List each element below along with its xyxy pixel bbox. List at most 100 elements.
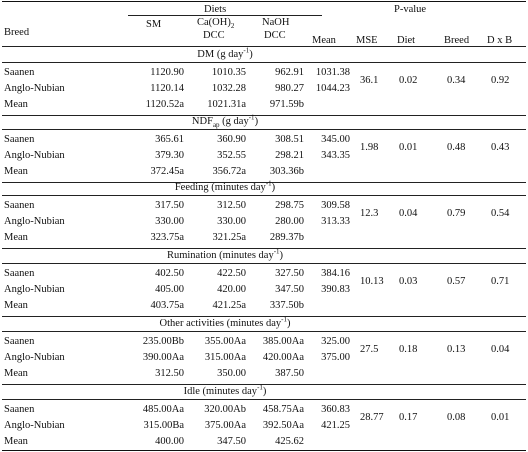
cell-naoh: 962.91 xyxy=(275,67,304,78)
cell-naoh: 280.00 xyxy=(275,216,304,227)
cell-naoh: 385.00Aa xyxy=(262,336,304,347)
section-title-rule xyxy=(2,62,526,63)
stat-mse: 27.5 xyxy=(360,344,379,355)
header-naoh-dcc: DCC xyxy=(264,30,286,41)
stat-mse: 12.3 xyxy=(360,208,379,219)
section-title-sup: -1 xyxy=(248,113,255,122)
cell-sm: 315.00Ba xyxy=(143,420,184,431)
cell-sm: 1120.52a xyxy=(145,99,184,110)
section-bottom-rule xyxy=(2,384,526,385)
section-title: NDFap (g day-1) xyxy=(128,113,322,129)
stat-dxb: 0.54 xyxy=(491,208,510,219)
stat-diet: 0.18 xyxy=(399,344,418,355)
section-title-end: ) xyxy=(262,386,267,397)
stat-dxb: 0.01 xyxy=(491,412,510,423)
header-breed-p: Breed xyxy=(444,35,470,46)
section-title-end: ) xyxy=(271,182,276,193)
header-naoh: NaOH xyxy=(262,17,290,28)
cell-sm: 400.00 xyxy=(155,436,184,447)
cell-mean: 1044.23 xyxy=(315,83,350,94)
section-title-text: Other activities (minutes day xyxy=(159,318,282,329)
section-title-sup: -1 xyxy=(243,46,250,55)
section-title-text: Rumination (minutes day xyxy=(166,250,274,261)
stat-dxb: 0.43 xyxy=(491,142,510,153)
section-title: DM (g day-1) xyxy=(128,46,322,61)
section-bottom-rule xyxy=(2,248,526,249)
cell-mean: 309.58 xyxy=(321,200,350,211)
header-dxb: D x B xyxy=(487,35,513,46)
cell-caoh: 347.50 xyxy=(217,436,246,447)
cell-caoh: 356.72a xyxy=(212,166,246,177)
stat-mse: 36.1 xyxy=(360,75,379,86)
stat-dxb: 0.04 xyxy=(491,344,510,355)
stat-mse: 28.77 xyxy=(360,412,384,423)
stat-breed: 0.48 xyxy=(447,142,466,153)
cell-mean: 343.35 xyxy=(321,150,350,161)
row-label: Anglo-Nubian xyxy=(4,216,65,227)
row-label: Mean xyxy=(4,232,28,243)
cell-sm: 317.50 xyxy=(155,200,184,211)
section-title-rule xyxy=(2,195,526,196)
cell-mean: 325.00 xyxy=(321,336,350,347)
cell-sm: 485.00Aa xyxy=(142,404,184,415)
cell-caoh: 375.00Aa xyxy=(204,420,246,431)
cell-sm: 323.75a xyxy=(150,232,184,243)
stat-diet: 0.02 xyxy=(399,75,418,86)
stat-breed: 0.79 xyxy=(447,208,466,219)
cell-mean: 384.16 xyxy=(321,268,350,279)
row-label: Anglo-Nubian xyxy=(4,284,65,295)
row-label: Saanen xyxy=(4,200,35,211)
row-label: Anglo-Nubian xyxy=(4,83,65,94)
cell-caoh: 422.50 xyxy=(217,268,246,279)
section-title-sup: -1 xyxy=(273,247,280,256)
cell-caoh: 321.25a xyxy=(212,232,246,243)
cell-mean: 375.00 xyxy=(321,352,350,363)
cell-caoh: 1010.35 xyxy=(211,67,246,78)
cell-sm: 235.00Bb xyxy=(142,336,184,347)
section-title-rule xyxy=(2,399,526,400)
row-label: Mean xyxy=(4,436,28,447)
header-pvalue: P-value xyxy=(394,4,427,15)
cell-mean: 390.83 xyxy=(321,284,350,295)
cell-naoh: 980.27 xyxy=(275,83,304,94)
cell-mean: 421.25 xyxy=(321,420,350,431)
section-title-rule xyxy=(2,331,526,332)
cell-caoh: 355.00Aa xyxy=(204,336,246,347)
header-sm: SM xyxy=(146,19,162,30)
cell-sm: 1120.90 xyxy=(150,67,184,78)
cell-sm: 390.00Aa xyxy=(142,352,184,363)
cell-sm: 405.00 xyxy=(155,284,184,295)
row-label: Saanen xyxy=(4,67,35,78)
stat-mse: 1.98 xyxy=(360,142,379,153)
section-title-sup: -1 xyxy=(281,315,287,324)
header-mse: MSE xyxy=(356,35,378,46)
section-title-text: Feeding (minutes day xyxy=(174,182,266,193)
stat-diet: 0.04 xyxy=(399,208,418,219)
stat-breed: 0.34 xyxy=(447,75,466,86)
cell-mean: 345.00 xyxy=(321,134,350,145)
cell-naoh: 298.75 xyxy=(275,200,304,211)
row-label: Saanen xyxy=(4,268,35,279)
cell-naoh: 327.50 xyxy=(275,268,304,279)
section-title-end: ) xyxy=(286,318,291,329)
cell-mean: 313.33 xyxy=(321,216,350,227)
cell-caoh: 1021.31a xyxy=(207,99,246,110)
row-label: Anglo-Nubian xyxy=(4,352,65,363)
section-title-text: Idle (minutes day xyxy=(183,386,258,397)
stat-dxb: 0.92 xyxy=(491,75,510,86)
section-title-end: ) xyxy=(254,116,259,127)
cell-sm: 312.50 xyxy=(155,368,184,379)
cell-caoh: 330.00 xyxy=(217,216,246,227)
section-title: Rumination (minutes day-1) xyxy=(128,247,322,262)
section-title-text: NDF xyxy=(191,116,213,127)
section-title-sup: -1 xyxy=(257,383,263,392)
section-bottom-rule xyxy=(2,115,526,116)
row-label: Saanen xyxy=(4,404,35,415)
row-label: Saanen xyxy=(4,336,35,347)
cell-sm: 379.30 xyxy=(155,150,184,161)
section-title: Feeding (minutes day-1) xyxy=(128,180,322,194)
cell-naoh: 392.50Aa xyxy=(262,420,304,431)
section-title-rule xyxy=(2,263,526,264)
cell-sm: 365.61 xyxy=(155,134,184,145)
